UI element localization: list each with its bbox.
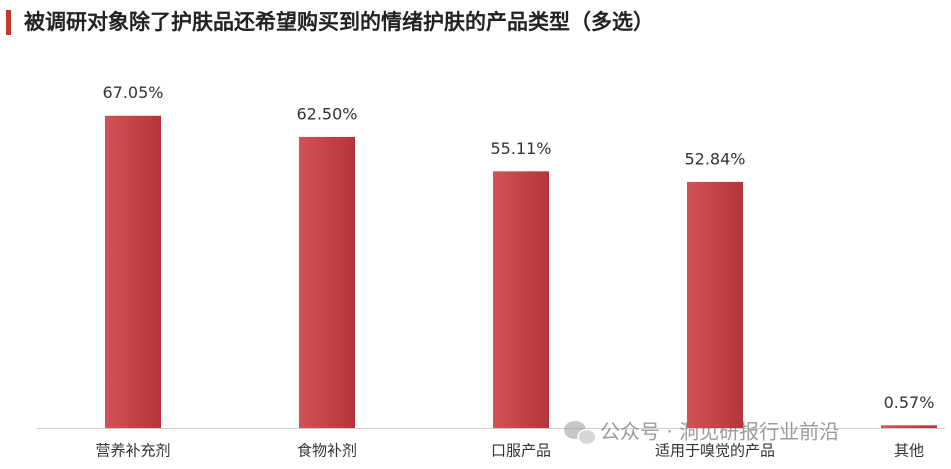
chart-title: 被调研对象除了护肤品还希望购买到的情绪护肤的产品类型（多选） (24, 10, 654, 34)
value-label: 0.57% (884, 393, 935, 412)
bar-shade (881, 425, 937, 428)
x-tick-label: 食物补剂 (297, 442, 357, 460)
value-label: 52.84% (684, 149, 745, 168)
x-tick-label: 其他 (894, 442, 924, 460)
title-marker (6, 10, 11, 35)
bar-shade (493, 171, 549, 429)
value-label: 62.50% (296, 104, 357, 123)
x-tick-label: 适用于嗅觉的产品 (655, 442, 775, 460)
value-label: 67.05% (102, 83, 163, 102)
value-label: 55.11% (490, 139, 551, 158)
x-tick-label: 营养补充剂 (95, 442, 170, 460)
watermark-icon (564, 421, 597, 446)
bar-shade (299, 136, 355, 428)
bar-shade (687, 181, 743, 428)
x-tick-label: 口服产品 (491, 442, 551, 460)
bar-shade (105, 115, 161, 428)
